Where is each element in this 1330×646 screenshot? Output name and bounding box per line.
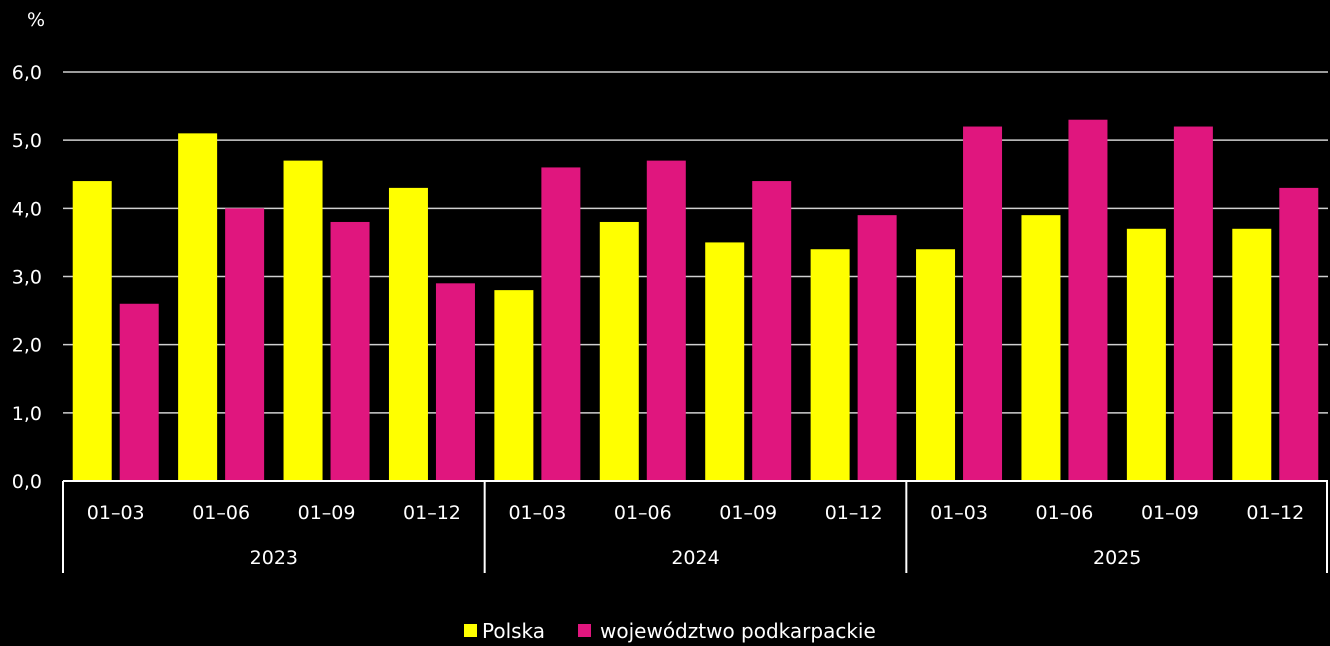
y-tick-label: 5,0 bbox=[12, 130, 42, 152]
x-tick-label: 01–09 bbox=[1141, 502, 1199, 524]
bar-polska bbox=[72, 181, 112, 482]
x-tick-label: 01–06 bbox=[614, 502, 672, 524]
legend-label: Polska bbox=[482, 619, 545, 643]
bar-podkarpackie bbox=[225, 208, 265, 482]
y-tick-label: 1,0 bbox=[12, 403, 42, 425]
y-tick-label: 0,0 bbox=[12, 471, 42, 493]
bar-polska bbox=[1021, 215, 1061, 481]
x-tick-label: 01–03 bbox=[87, 502, 145, 524]
y-axis-title: % bbox=[27, 9, 45, 31]
y-tick-labels: 0,0 1,0 2,0 3,0 4,0 5,0 6,0 bbox=[12, 62, 42, 493]
x-tick-label: 01–12 bbox=[403, 502, 461, 524]
x-tick-label: 01–12 bbox=[825, 502, 883, 524]
x-group-label: 2025 bbox=[1093, 547, 1141, 569]
legend-swatch bbox=[578, 624, 591, 637]
bar-polska bbox=[178, 133, 218, 481]
bar-podkarpackie bbox=[1173, 126, 1213, 482]
bar-polska bbox=[283, 160, 323, 481]
bar-polska bbox=[494, 290, 534, 481]
bar-podkarpackie bbox=[963, 126, 1003, 482]
x-group-label: 2024 bbox=[671, 547, 719, 569]
bars bbox=[72, 119, 1319, 482]
x-group-label: 2023 bbox=[250, 547, 298, 569]
x-tick-label: 01–09 bbox=[719, 502, 777, 524]
bar-polska bbox=[599, 221, 639, 481]
bar-podkarpackie bbox=[752, 181, 792, 482]
x-tick-label: 01–03 bbox=[930, 502, 988, 524]
x-axis: 01–03 01–06 01–09 01–12 2023 01–03 01–06 01–09 0… bbox=[62, 480, 1328, 573]
bar-polska bbox=[705, 242, 745, 481]
legend-label: województwo podkarpackie bbox=[600, 619, 876, 643]
y-tick-label: 3,0 bbox=[12, 267, 42, 289]
y-tick-label: 2,0 bbox=[12, 335, 42, 357]
bar-podkarpackie bbox=[1279, 187, 1319, 481]
x-tick-label: 01–06 bbox=[1036, 502, 1094, 524]
bar-podkarpackie bbox=[330, 221, 370, 481]
bar-podkarpackie bbox=[541, 167, 581, 481]
y-tick-label: 6,0 bbox=[12, 62, 42, 84]
x-tick-label: 01–06 bbox=[192, 502, 250, 524]
legend: Polska województwo podkarpackie bbox=[464, 619, 876, 643]
gridlines bbox=[63, 71, 1328, 414]
bar-polska bbox=[1232, 228, 1272, 481]
bar-polska bbox=[1126, 228, 1166, 481]
x-tick-label: 01–09 bbox=[298, 502, 356, 524]
legend-swatch bbox=[464, 624, 477, 637]
x-tick-label: 01–12 bbox=[1246, 502, 1304, 524]
bar-podkarpackie bbox=[857, 215, 897, 481]
bar-polska bbox=[388, 187, 428, 481]
bar-polska bbox=[810, 249, 850, 481]
bar-podkarpackie bbox=[435, 283, 475, 481]
x-tick-label: 01–03 bbox=[508, 502, 566, 524]
bar-podkarpackie bbox=[119, 303, 159, 481]
bar-polska bbox=[916, 249, 956, 481]
bar-podkarpackie bbox=[1068, 119, 1108, 481]
y-tick-label: 4,0 bbox=[12, 198, 42, 220]
bar-podkarpackie bbox=[646, 160, 686, 481]
